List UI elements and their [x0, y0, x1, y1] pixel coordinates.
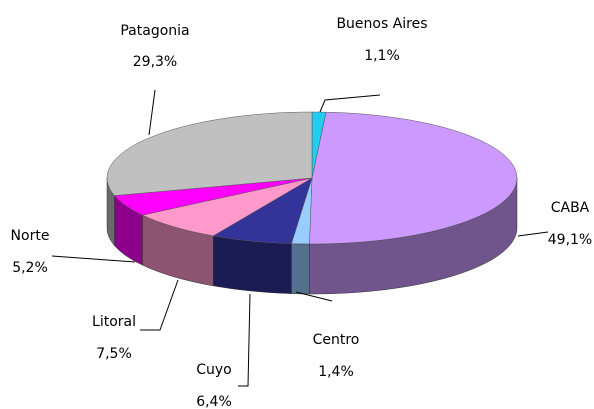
slice	[141, 177, 313, 237]
slice	[106, 111, 313, 196]
slice-label: Buenos Aires	[336, 16, 427, 32]
leader-line	[517, 231, 549, 237]
slice-label: Norte	[11, 228, 50, 244]
value-label: 1,4%	[318, 364, 354, 380]
slice-label: Cuyo	[196, 362, 232, 378]
slice-label: Centro	[313, 332, 360, 348]
leader-line	[295, 291, 333, 302]
leader-line	[148, 89, 156, 136]
slice-label: Patagonia	[120, 23, 189, 39]
value-label: 7,5%	[96, 346, 132, 362]
slice	[309, 111, 518, 245]
value-label: 1,1%	[364, 48, 400, 64]
leader-line	[51, 255, 136, 263]
value-label: 5,2%	[12, 260, 48, 276]
value-label: 49,1%	[548, 232, 592, 248]
leader-line	[238, 293, 251, 387]
value-label: 6,4%	[196, 394, 232, 409]
value-label: 29,3%	[133, 54, 177, 70]
slice-label: Litoral	[92, 314, 136, 330]
leader-line	[140, 279, 179, 331]
leader-line	[319, 94, 381, 113]
slice-side	[212, 235, 292, 294]
slice-side	[291, 243, 310, 295]
slice-label: CABA	[551, 200, 590, 216]
